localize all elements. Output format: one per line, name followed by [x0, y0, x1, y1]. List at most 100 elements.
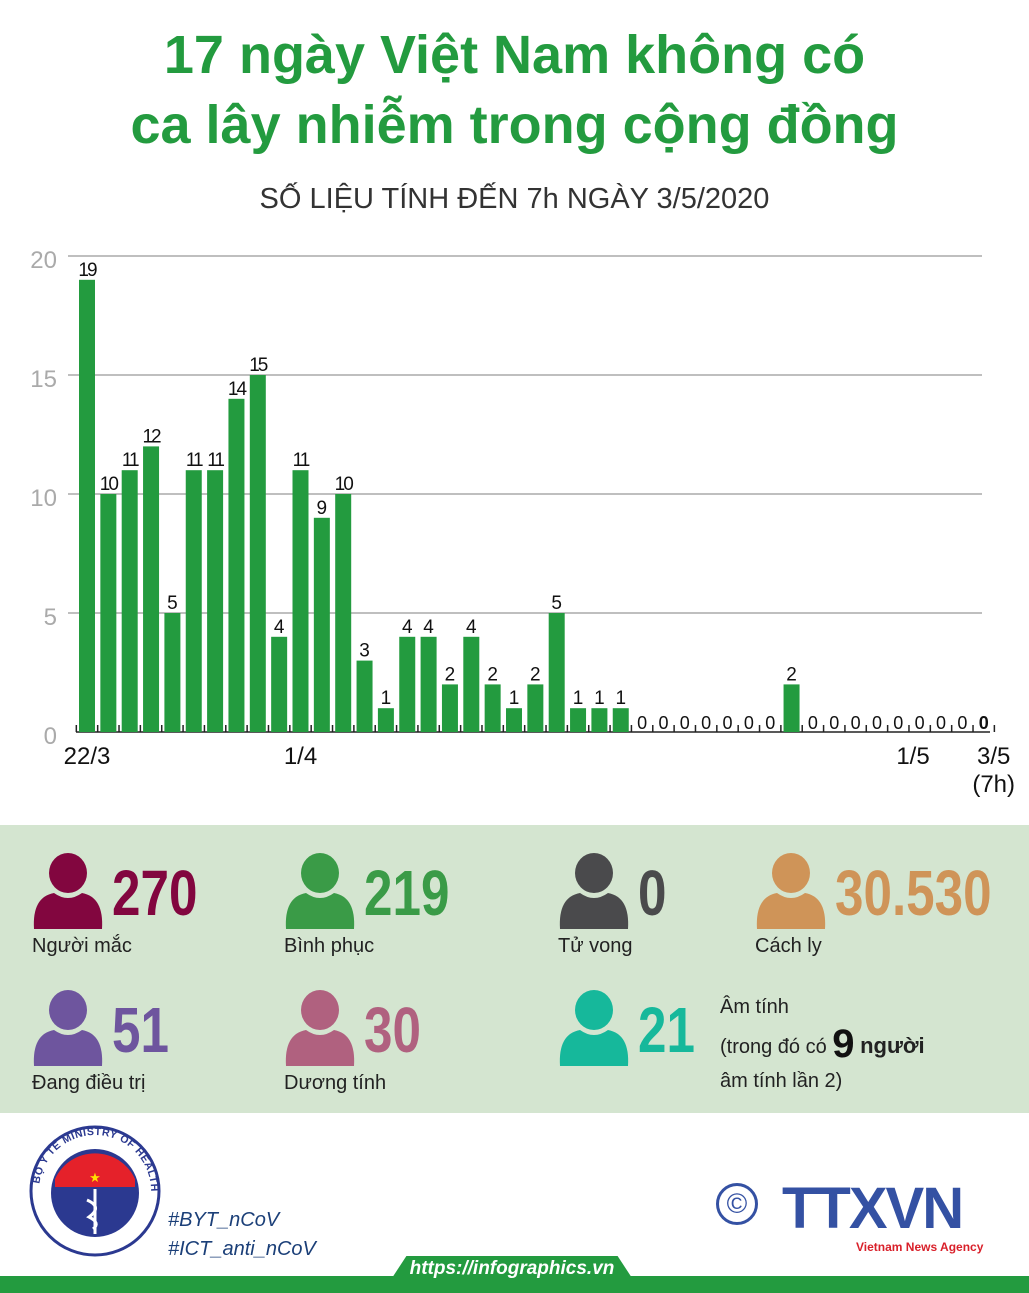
data-label: 0 — [658, 713, 668, 733]
bar — [463, 636, 480, 732]
data-label: 0 — [936, 713, 946, 733]
bar — [100, 494, 117, 732]
data-label: 14 — [228, 379, 248, 400]
stat-label: Tử vong — [558, 935, 633, 957]
y-tick-label: 20 — [30, 247, 57, 274]
person-icon — [559, 853, 629, 929]
data-label: 0 — [680, 713, 690, 733]
data-label: 0 — [915, 713, 925, 733]
data-label: 0 — [701, 713, 711, 733]
subtitle: SỐ LIỆU TÍNH ĐẾN 7h NGÀY 3/5/2020 — [259, 183, 770, 215]
ministry-of-health-logo: BỘ Y TẾ MINISTRY OF HEALTH ★ — [29, 1125, 161, 1257]
website-link[interactable]: https://infographics.vn — [392, 1256, 632, 1278]
data-label: 0 — [829, 713, 839, 733]
y-tick-label: 10 — [30, 485, 57, 512]
stat-label: Người mắc — [32, 935, 132, 957]
stat-value: 270 — [112, 857, 198, 929]
data-label: 12 — [142, 426, 161, 447]
agency-subtitle: Vietnam News Agency — [856, 1240, 984, 1254]
bar — [143, 446, 160, 732]
data-label: 11 — [186, 450, 203, 471]
data-label: 0 — [979, 713, 989, 733]
y-tick-label: 5 — [44, 604, 57, 631]
star-icon: ★ — [89, 1170, 101, 1185]
person-icon — [559, 990, 629, 1066]
bar — [335, 494, 352, 732]
data-label: 10 — [100, 474, 119, 495]
data-label: 4 — [402, 617, 413, 638]
footer-band — [0, 1276, 1029, 1293]
data-label: 10 — [335, 474, 354, 495]
negative-line3: âm tính lần 2) — [720, 1070, 843, 1092]
data-label: 0 — [851, 713, 861, 733]
data-label: 1 — [509, 688, 520, 709]
bar — [79, 279, 95, 732]
title-line-2: ca lây nhiễm trong cộng đồng — [130, 95, 899, 155]
stat-value: 30 — [364, 994, 421, 1066]
data-label: 1 — [573, 688, 584, 709]
data-label: 1 — [381, 688, 392, 709]
data-label: 0 — [722, 713, 732, 733]
data-label: 0 — [637, 713, 647, 733]
y-tick-label: 15 — [30, 366, 57, 393]
negative-line2: (trong đó có 9 người — [720, 1022, 925, 1066]
hashtag-byt: #BYT_nCoV — [168, 1209, 280, 1231]
bar — [420, 636, 437, 732]
data-label: 3 — [359, 641, 370, 662]
negative-line1: Âm tính — [720, 996, 789, 1018]
person-icon — [33, 990, 103, 1066]
x-label-note: (7h) — [972, 771, 1015, 798]
x-tick-label: 22/3 — [64, 743, 111, 770]
bar — [441, 684, 458, 732]
bar — [484, 684, 501, 732]
stat-value: 51 — [112, 994, 169, 1066]
stat-label: Cách ly — [755, 935, 822, 957]
stat-label: Dương tính — [284, 1072, 387, 1094]
data-label: 0 — [765, 713, 775, 733]
data-label: 4 — [274, 617, 285, 638]
data-label: 1 — [594, 688, 605, 709]
bar — [249, 375, 266, 732]
person-icon — [285, 853, 355, 929]
person-icon — [33, 853, 103, 929]
hashtags: #BYT_nCoV #ICT_anti_nCoV — [168, 1206, 316, 1264]
bar — [356, 660, 373, 732]
title-line-1: 17 ngày Việt Nam không có — [163, 25, 866, 85]
person-icon — [285, 990, 355, 1066]
stats-panel: 270 Người mắc 219 Bình phục 0 Tử vong 30… — [0, 825, 1029, 1113]
bar — [313, 517, 330, 732]
bar — [292, 470, 309, 732]
data-label: 2 — [487, 664, 498, 685]
bar — [399, 636, 416, 732]
data-label: 15 — [249, 355, 268, 376]
bar — [570, 708, 587, 732]
y-tick-label: 0 — [44, 723, 57, 750]
person-icon — [756, 853, 826, 929]
data-label: 9 — [317, 498, 328, 519]
data-label: 19 — [78, 260, 97, 281]
x-tick-label: 1/4 — [284, 743, 317, 770]
bar — [377, 708, 394, 732]
copyright-icon: © — [716, 1183, 758, 1225]
data-label: 4 — [423, 617, 434, 638]
stat-value: 219 — [364, 857, 450, 929]
data-label: 11 — [122, 450, 139, 471]
data-label: 5 — [551, 593, 562, 614]
stat-label: Đang điều trị — [32, 1072, 146, 1094]
bar — [185, 470, 202, 732]
bar — [548, 613, 565, 732]
bar — [591, 708, 608, 732]
hashtag-ict: #ICT_anti_nCoV — [168, 1238, 316, 1260]
x-tick-label: 3/5 — [977, 743, 1010, 770]
stat-value: 30.530 — [835, 857, 992, 929]
data-label: 0 — [744, 713, 754, 733]
bar — [271, 636, 288, 732]
data-label: 5 — [167, 593, 178, 614]
data-label: 1 — [615, 688, 626, 709]
ttxvn-logo: TTXVN — [782, 1176, 964, 1241]
data-label: 0 — [957, 713, 967, 733]
data-label: 0 — [872, 713, 882, 733]
data-label: 4 — [466, 617, 477, 638]
stat-value: 0 — [638, 857, 667, 929]
